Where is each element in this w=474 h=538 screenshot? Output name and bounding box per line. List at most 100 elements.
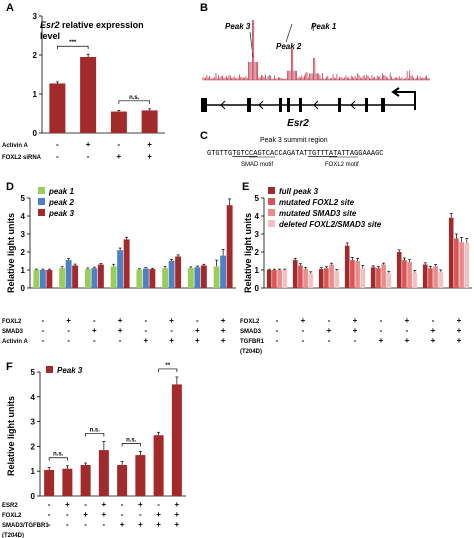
panel-f: F Relative light units 0 1 2 3 4 5 n.s. n.s. n.s…	[0, 358, 260, 538]
e-sign: +	[353, 316, 358, 325]
f-sign: -	[48, 520, 51, 529]
e-bar	[334, 270, 340, 288]
d-legend-label: peak 1	[48, 187, 74, 196]
f-sign: +	[175, 510, 180, 519]
d-sign: +	[221, 316, 226, 325]
f-sig-bracket	[48, 457, 68, 461]
e-sign: -	[380, 326, 383, 335]
e-bar	[386, 272, 392, 288]
a-sign: -	[87, 152, 90, 161]
e-sign: +	[431, 326, 436, 335]
e-sign: -	[276, 336, 279, 345]
e-legend-label: full peak 3	[279, 187, 319, 196]
d-bar	[136, 269, 143, 288]
f-sign: +	[156, 520, 161, 529]
d-bar	[39, 270, 46, 288]
d-sign: -	[67, 336, 70, 345]
panel-a-label: A	[6, 2, 14, 14]
d-sign: +	[92, 326, 97, 335]
seq-mid: GTCACCAGATAT	[257, 150, 307, 158]
e-sign: +	[457, 336, 462, 345]
d-bar	[220, 255, 227, 288]
e-sign: -	[302, 326, 305, 335]
f-sig-label: n.s.	[126, 437, 137, 443]
a-y-tick-label: 0	[33, 129, 38, 138]
d-sign: +	[195, 336, 200, 345]
f-sign: -	[121, 510, 124, 519]
f-sign: +	[102, 500, 107, 509]
d-bar	[149, 269, 156, 288]
gene-name: Esr2	[287, 118, 309, 129]
d-row-label: FOXL2	[2, 319, 22, 325]
foxl2-motif-label: FOXL2 motif	[325, 162, 359, 168]
f-sign: -	[48, 510, 51, 519]
peak-3-label: Peak 3	[225, 22, 251, 31]
exon	[247, 98, 251, 112]
e-sign: +	[379, 336, 384, 345]
panel-b: B Peak 3 Peak 2 Peak 1 Esr2	[195, 0, 474, 130]
e-bar	[370, 267, 376, 288]
e-bar	[318, 269, 324, 288]
panel-a-title: Esr2 relative expression	[40, 20, 144, 30]
f-bar	[44, 469, 55, 496]
d-bar	[175, 256, 182, 288]
e-bar	[407, 261, 412, 288]
f-y-tick-label: 4	[31, 393, 36, 402]
e-sign: +	[353, 326, 358, 335]
tss-arrow	[395, 91, 416, 110]
d-sign: -	[119, 336, 122, 345]
e-sign: -	[354, 336, 357, 345]
d-sign: +	[195, 326, 200, 335]
f-sign: +	[156, 510, 161, 519]
e-sign: -	[276, 326, 279, 335]
exon	[299, 98, 302, 112]
d-y-tick-label: 2	[21, 248, 26, 257]
d-sign: -	[67, 326, 70, 335]
a-sign: +	[147, 152, 152, 161]
exon	[381, 98, 385, 112]
f-y-tick-label: 1	[31, 467, 36, 476]
e-sign: -	[328, 336, 331, 345]
peak-2-label: Peak 2	[276, 42, 302, 51]
d-y-tick-label: 3	[21, 230, 26, 239]
d-sign: +	[118, 316, 123, 325]
d-y-tick-label: 1	[21, 266, 26, 275]
f-sign: -	[48, 500, 51, 509]
e-bar	[464, 243, 470, 288]
peak-1-label: Peak 1	[311, 22, 337, 31]
f-y-tick-label: 5	[31, 368, 36, 377]
d-bar	[200, 265, 207, 288]
e-bar	[298, 265, 303, 288]
e-y-tick-label: 0	[255, 284, 260, 293]
d-bar	[213, 266, 220, 288]
f-sign: +	[175, 500, 180, 509]
e-y-tick-label: 1	[255, 266, 260, 275]
f-sign: -	[84, 520, 87, 529]
e-bar	[344, 245, 350, 288]
exon	[338, 98, 341, 112]
e-sign: +	[457, 316, 462, 325]
d-sign: -	[42, 326, 45, 335]
e-legend-label: deleted FOXL2/SMAD3 site	[279, 220, 382, 229]
d-legend-swatch	[38, 198, 45, 205]
d-legend-swatch	[38, 209, 45, 216]
summit-region-title: Peak 3 summit region	[260, 137, 328, 144]
e-bar	[282, 270, 288, 288]
d-sign: -	[42, 316, 45, 325]
e-row-label: SMAD3	[240, 329, 262, 335]
a-sig-label: ***	[69, 40, 77, 46]
e-legend-swatch	[268, 220, 275, 227]
e-sign: -	[406, 326, 409, 335]
d-sign: +	[118, 326, 123, 335]
d-bar	[72, 265, 79, 288]
a-bar	[141, 110, 158, 133]
e-row-label: TGFBR1	[240, 339, 265, 345]
e-bar	[422, 264, 428, 288]
e-sign: -	[380, 316, 383, 325]
a-sign: -	[118, 140, 121, 149]
e-row-label: (T204D)	[240, 349, 262, 355]
d-sign: -	[170, 326, 173, 335]
f-sign: -	[66, 520, 69, 529]
f-sign: +	[120, 520, 125, 529]
d-y-tick-label: 4	[21, 212, 26, 221]
